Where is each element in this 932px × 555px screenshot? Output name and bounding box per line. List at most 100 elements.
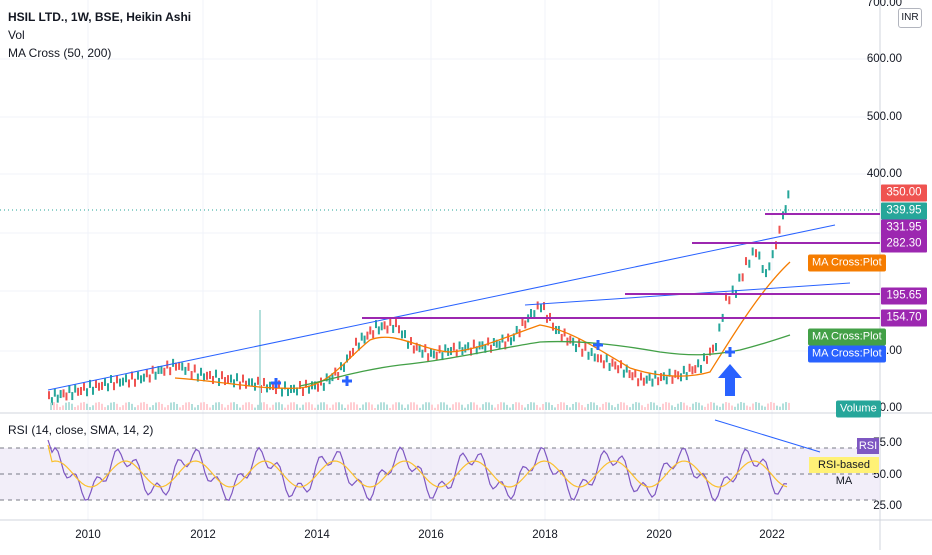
volume-bar	[365, 402, 367, 410]
rsi-value-tag: RSI	[857, 438, 879, 454]
volume-bar	[50, 402, 52, 410]
volume-bar	[389, 407, 391, 410]
price-scale-label: 0.00	[879, 402, 902, 414]
currency-badge[interactable]: INR	[898, 8, 922, 28]
volume-indicator-label[interactable]: Vol	[8, 28, 25, 42]
volume-bar	[281, 404, 283, 410]
volume-bar	[341, 404, 343, 410]
price-candle	[475, 346, 478, 355]
volume-bar	[227, 404, 229, 410]
volume-bar	[647, 403, 649, 410]
volume-bar	[620, 402, 622, 410]
volume-bar	[71, 403, 73, 410]
rsi-ma-line	[47, 444, 788, 488]
ma-cross-indicator-label[interactable]: MA Cross (50, 200)	[8, 46, 112, 60]
time-axis-label: 2022	[759, 529, 785, 541]
rsi-line	[47, 439, 788, 502]
rsi-indicator-label[interactable]: RSI (14, close, SMA, 14, 2)	[8, 423, 154, 437]
price-candle	[555, 326, 557, 335]
price-candle	[296, 387, 298, 396]
price-candle	[549, 312, 551, 321]
price-candle	[401, 330, 403, 339]
price-candle	[113, 382, 115, 391]
price-candle	[748, 259, 751, 268]
volume-bar	[89, 407, 91, 410]
volume-bar	[521, 404, 523, 410]
volume-bar	[377, 404, 379, 410]
volume-bar	[446, 404, 448, 410]
volume-bar	[92, 405, 94, 410]
price-candle	[536, 301, 539, 310]
price-candle	[677, 371, 680, 380]
volume-bar	[782, 403, 784, 410]
volume-bar	[296, 404, 298, 410]
price-candle	[771, 250, 774, 259]
price-candle	[581, 348, 584, 357]
price-candle	[608, 362, 611, 371]
current-price-tag: 339.95	[881, 202, 927, 220]
price-candle	[203, 373, 205, 382]
price-candle	[455, 349, 458, 358]
symbol-title[interactable]: HSIL LTD., 1W, BSE, Heikin Ashi	[8, 10, 192, 24]
price-candle	[233, 379, 235, 388]
price-candle	[478, 341, 481, 350]
price-candle	[181, 362, 184, 371]
volume-bar	[551, 404, 553, 410]
price-candle	[187, 362, 190, 371]
volume-bar	[161, 403, 163, 410]
price-candle	[560, 333, 563, 342]
time-axis-label: 2016	[418, 529, 444, 541]
price-candle	[432, 350, 435, 359]
volume-bar	[248, 402, 250, 410]
price-candle	[74, 384, 77, 393]
price-candle	[287, 388, 289, 397]
price-candle	[590, 348, 593, 357]
price-candle	[206, 371, 208, 380]
volume-bar	[668, 402, 670, 410]
volume-bar	[488, 402, 490, 410]
price-candle	[645, 375, 648, 384]
up-arrow-marker	[718, 364, 742, 396]
volume-bar	[74, 406, 76, 410]
volume-bar	[347, 404, 349, 410]
volume-bar	[137, 405, 139, 410]
volume-bar	[191, 403, 193, 410]
volume-bar	[680, 402, 682, 410]
price-candle	[758, 251, 761, 260]
price-scale-label: 700.00	[866, 0, 902, 9]
price-candle	[671, 375, 674, 384]
price-candle	[257, 376, 259, 385]
rsi-scale-label: 75.00	[873, 437, 902, 449]
price-candle	[383, 321, 386, 330]
ma-cross-plot-tag: MA Cross:Plot	[808, 345, 886, 363]
volume-bar	[629, 407, 631, 410]
volume-bar	[578, 402, 580, 410]
volume-bar	[218, 402, 220, 410]
volume-bar	[266, 404, 268, 410]
price-candle	[467, 342, 470, 351]
volume-bar	[233, 402, 235, 410]
volume-bar	[575, 402, 577, 410]
price-candle	[389, 317, 392, 326]
volume-bar	[584, 407, 586, 410]
price-candle	[593, 353, 596, 362]
price-candle	[614, 361, 617, 370]
volume-bar	[662, 403, 664, 410]
volume-bar	[626, 405, 628, 410]
price-candle	[731, 285, 734, 294]
volume-bar	[617, 403, 619, 410]
volume-bar	[116, 403, 118, 410]
price-candle	[377, 326, 380, 335]
volume-bar	[464, 407, 466, 410]
volume-bar	[737, 403, 739, 410]
volume-bar	[476, 404, 478, 410]
volume-bar	[212, 404, 214, 410]
volume-bar	[110, 402, 112, 410]
price-candle	[410, 337, 412, 346]
volume-bar	[542, 404, 544, 410]
price-candle	[611, 358, 614, 367]
volume-bar	[305, 402, 307, 410]
price-candle	[622, 369, 625, 378]
